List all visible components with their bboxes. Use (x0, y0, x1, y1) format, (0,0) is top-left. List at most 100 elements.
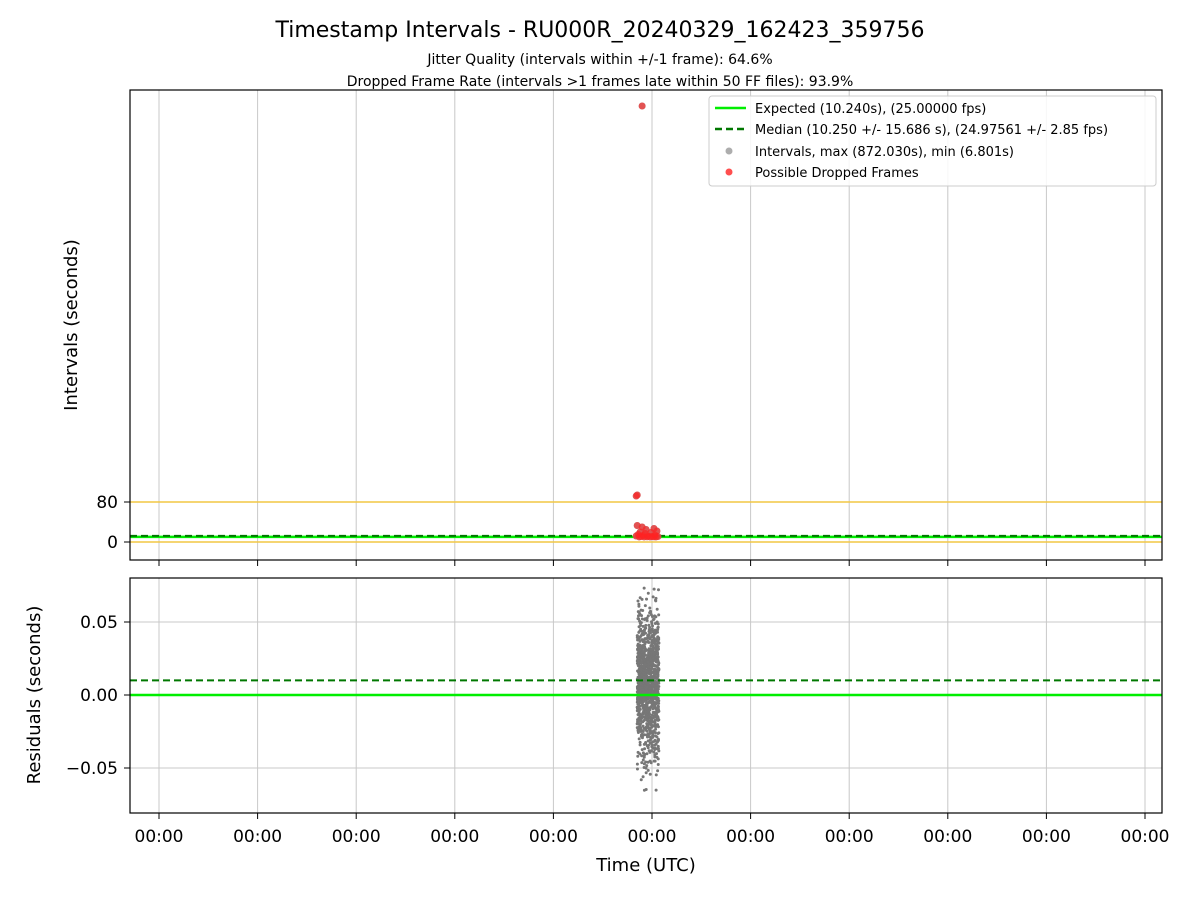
x-tick-label: 00:00 (628, 827, 677, 847)
residual-point (651, 650, 655, 654)
residual-point (657, 667, 661, 671)
residual-point (644, 681, 648, 685)
residual-point (652, 676, 656, 680)
residual-point (642, 707, 646, 711)
x-axis-label: Time (UTC) (595, 855, 696, 876)
residual-point (640, 629, 644, 633)
residual-point (640, 617, 644, 621)
residual-point (650, 642, 654, 646)
residual-point (654, 596, 658, 600)
residual-point (636, 637, 640, 641)
residual-point (644, 649, 648, 653)
residual-point (650, 644, 654, 648)
residual-point (646, 739, 650, 743)
residual-point (651, 656, 655, 660)
residual-point (635, 690, 639, 694)
residual-point (646, 591, 650, 595)
residual-point (654, 702, 658, 706)
residual-point (642, 633, 646, 637)
residual-point (635, 706, 639, 710)
residual-point (642, 677, 646, 681)
residual-point (644, 771, 648, 775)
residual-point (635, 762, 639, 766)
residual-point (648, 726, 652, 730)
residual-point (648, 610, 652, 614)
residual-point (657, 749, 661, 753)
legend-marker-dropped (725, 168, 733, 176)
residual-point (638, 740, 642, 744)
residual-point (644, 687, 648, 691)
residual-point (637, 610, 641, 614)
residual-point (639, 778, 643, 782)
residual-point (655, 755, 659, 759)
residual-point (636, 645, 640, 649)
x-tick-label: 00:00 (430, 827, 479, 847)
residual-point (655, 607, 659, 611)
residual-point (641, 775, 645, 779)
chart-subtitle-jitter: Jitter Quality (intervals within +/-1 fr… (426, 52, 772, 68)
residual-point (652, 696, 656, 700)
residual-point (638, 752, 642, 756)
residual-point (646, 709, 650, 713)
residual-point (644, 709, 648, 713)
residual-point (642, 704, 646, 708)
residual-point (649, 700, 653, 704)
residual-point (636, 654, 640, 658)
residual-point (646, 768, 650, 772)
residual-point (646, 614, 650, 618)
residual-point (650, 615, 654, 619)
residual-point (635, 767, 639, 771)
residual-point (639, 666, 643, 670)
residual-point (653, 681, 657, 685)
residual-point (641, 758, 645, 762)
residual-point (653, 722, 657, 726)
residual-point (652, 704, 656, 708)
residual-point (653, 642, 657, 646)
residual-point (636, 676, 640, 680)
dropped-frame-point (638, 102, 646, 110)
residual-point (640, 661, 644, 665)
x-tick-label: 00:00 (923, 827, 972, 847)
residual-point (655, 735, 659, 739)
residual-point (649, 719, 653, 723)
residual-point (656, 625, 660, 629)
residual-point (654, 621, 658, 625)
residual-point (656, 674, 660, 678)
top-plot-frame (129, 89, 1163, 561)
residual-point (647, 743, 651, 747)
residual-point (651, 624, 655, 628)
residual-point (656, 588, 660, 592)
residual-point (638, 639, 642, 643)
x-tick-label: 00:00 (726, 827, 775, 847)
residual-point (642, 645, 646, 649)
residual-point (635, 685, 639, 689)
residual-point (648, 772, 652, 776)
residual-point (646, 671, 650, 675)
dropped-frame-point (635, 533, 643, 541)
residual-point (643, 618, 647, 622)
x-tick-label: 00:00 (233, 827, 282, 847)
residual-point (653, 628, 657, 632)
top-y-axis-label: Intervals (seconds) (61, 239, 82, 411)
residual-point (642, 762, 646, 766)
residual-point (649, 658, 653, 662)
residual-point (639, 701, 643, 705)
dropped-frame-point (646, 533, 654, 541)
residual-point (646, 746, 650, 750)
residual-point (649, 761, 653, 765)
residual-point (655, 740, 659, 744)
residual-point (653, 747, 657, 751)
residual-point (646, 760, 650, 764)
residual-point (654, 599, 658, 603)
residual-point (650, 724, 654, 728)
residual-point (645, 597, 649, 601)
residual-point (644, 626, 648, 630)
legend-box (708, 95, 1157, 187)
residual-point (644, 673, 648, 677)
residual-point (651, 733, 655, 737)
dropped-frame-point (652, 533, 660, 541)
residual-point (650, 666, 654, 670)
residual-point (640, 761, 644, 765)
residual-point (638, 619, 642, 623)
